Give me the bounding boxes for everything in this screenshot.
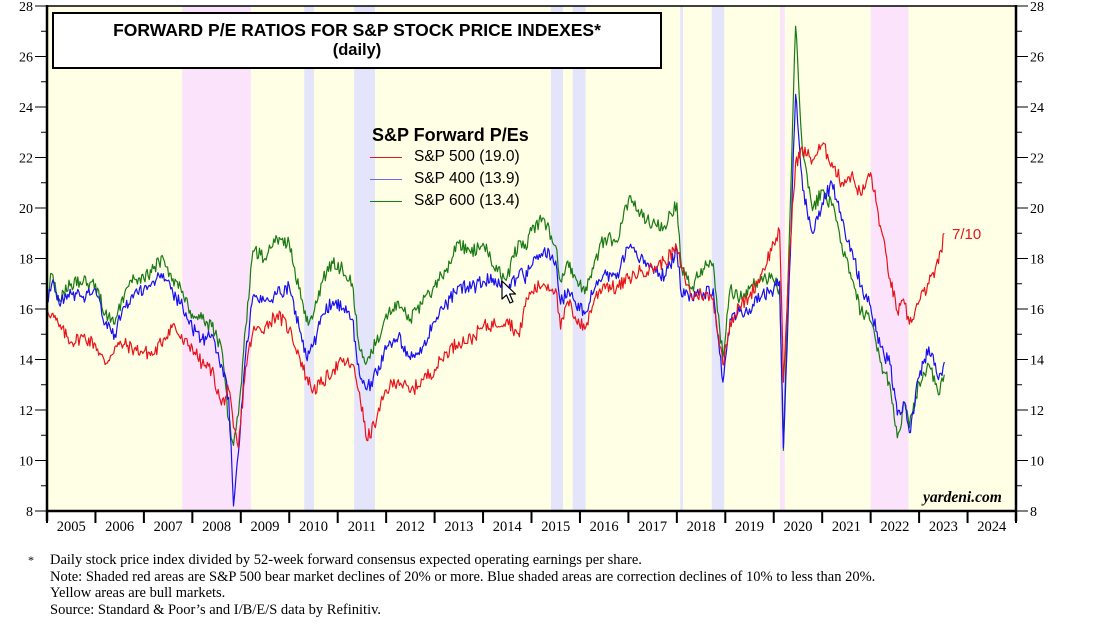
shaded-region-bull: [562, 6, 573, 511]
shaded-region-correction: [304, 6, 314, 511]
watermark: yardeni.com: [923, 489, 1002, 506]
footnote-line-2: Note: Shaded red areas are S&P 500 bear …: [50, 568, 876, 585]
y-tick-label-left: 10: [19, 455, 33, 470]
footnote-star: *: [28, 553, 34, 567]
shaded-region-bull: [908, 6, 1016, 511]
x-tick-label: 2014: [493, 519, 523, 535]
legend-item-sp400: S&P 400 (13.9): [370, 168, 529, 190]
y-tick-label-right: 8: [1030, 505, 1037, 520]
y-tick-label-right: 16: [1030, 303, 1044, 318]
shaded-region-correction: [680, 6, 684, 511]
y-tick-label-left: 24: [19, 101, 33, 116]
shaded-region-bull: [47, 6, 183, 511]
footnote-line-1: Daily stock price index divided by 52-we…: [50, 552, 642, 568]
legend-label-sp400: S&P 400 (13.9): [414, 170, 520, 187]
x-tick-label: 2005: [57, 519, 86, 535]
legend-label-sp500: S&P 500 (19.0): [414, 148, 520, 165]
footnotes: * Daily stock price index divided by 52-…: [28, 552, 875, 618]
y-tick-label-left: 8: [26, 505, 33, 520]
series-line-s-p-500: [46, 142, 945, 449]
mouse-cursor-icon: [501, 280, 517, 304]
y-tick-label-left: 18: [19, 253, 33, 268]
shaded-region-bull: [784, 6, 871, 511]
shaded-region-correction: [711, 6, 725, 511]
legend-swatch-sp400: [370, 178, 402, 180]
x-tick-label: 2011: [348, 519, 376, 535]
x-tick-label: 2009: [251, 519, 280, 535]
footnote-line-3: Yellow areas are bull markets.: [50, 585, 226, 601]
y-tick-label-right: 10: [1030, 455, 1044, 470]
shaded-region-bull: [683, 6, 712, 511]
x-tick-label: 2016: [590, 519, 619, 535]
x-tick-label: 2007: [154, 519, 183, 535]
shaded-region-bull: [585, 6, 681, 511]
x-tick-label: 2013: [444, 519, 473, 535]
y-tick-label-right: 20: [1030, 202, 1044, 217]
x-tick-label: 2024: [977, 519, 1007, 535]
legend-item-sp500: S&P 500 (19.0): [370, 146, 529, 168]
legend-title: S&P Forward P/Es: [372, 125, 529, 145]
y-tick-label-left: 16: [19, 303, 33, 318]
footnote-source: Source: Standard & Poor’s and I/B/E/S da…: [28, 602, 875, 619]
y-tick-label-right: 22: [1030, 152, 1044, 167]
latest-date-annotation: 7/10: [952, 226, 982, 243]
legend-label-sp600: S&P 600 (13.4): [414, 192, 520, 209]
y-tick-label-right: 14: [1030, 354, 1044, 369]
y-tick-label-left: 28: [19, 0, 33, 15]
x-tick-label: 2006: [105, 519, 134, 535]
footnote-definition: * Daily stock price index divided by 52-…: [28, 552, 875, 569]
shaded-region-bear: [780, 6, 785, 511]
x-tick-label: 2008: [202, 519, 231, 535]
y-tick-label-left: 22: [19, 152, 33, 167]
y-tick-label-right: 26: [1030, 51, 1044, 66]
x-tick-label: 2018: [687, 519, 716, 535]
shaded-region-bear: [870, 6, 909, 511]
shaded-regions: [47, 6, 1016, 511]
footnote-line-4: Source: Standard & Poor’s and I/B/E/S da…: [50, 601, 382, 618]
x-tick-label: 2010: [299, 519, 328, 535]
y-tick-label-right: 18: [1030, 253, 1044, 268]
footnote-bull: Yellow areas are bull markets.: [28, 585, 875, 602]
x-tick-label: 2015: [541, 519, 570, 535]
legend-swatch-sp500: [370, 156, 402, 158]
legend: S&P Forward P/Es S&P 500 (19.0) S&P 400 …: [370, 124, 529, 212]
x-tick-label: 2023: [929, 519, 958, 535]
x-tick-label: 2021: [832, 519, 861, 535]
series-line-s-p-600: [46, 25, 945, 451]
x-tick-label: 2012: [396, 519, 425, 535]
shaded-region-bull: [724, 6, 781, 511]
shaded-region-correction: [572, 6, 586, 511]
legend-swatch-sp600: [370, 200, 402, 202]
series-lines: [46, 25, 945, 507]
footnote-note: Note: Shaded red areas are S&P 500 bear …: [28, 569, 875, 586]
x-tick-label: 2020: [783, 519, 812, 535]
y-tick-label-left: 12: [19, 404, 33, 419]
y-tick-label-right: 12: [1030, 404, 1044, 419]
y-tick-label-right: 28: [1030, 0, 1044, 15]
x-tick-label: 2022: [880, 519, 909, 535]
shaded-region-bull: [250, 6, 305, 511]
y-tick-label-right: 24: [1030, 101, 1044, 116]
legend-item-sp600: S&P 600 (13.4): [370, 190, 529, 212]
x-tick-label: 2019: [735, 519, 764, 535]
shaded-region-bear: [182, 6, 251, 511]
shaded-region-bull: [375, 6, 551, 511]
chart-subtitle: (daily): [332, 41, 382, 59]
x-tick-label: 2017: [638, 519, 667, 535]
y-tick-label-left: 20: [19, 202, 33, 217]
series-line-s-p-400: [46, 93, 945, 507]
chart-title: FORWARD P/E RATIOS FOR S&P STOCK PRICE I…: [113, 20, 601, 40]
y-tick-label-left: 14: [19, 354, 33, 369]
chart-title-box: FORWARD P/E RATIOS FOR S&P STOCK PRICE I…: [52, 12, 662, 69]
y-tick-label-left: 26: [19, 51, 33, 66]
